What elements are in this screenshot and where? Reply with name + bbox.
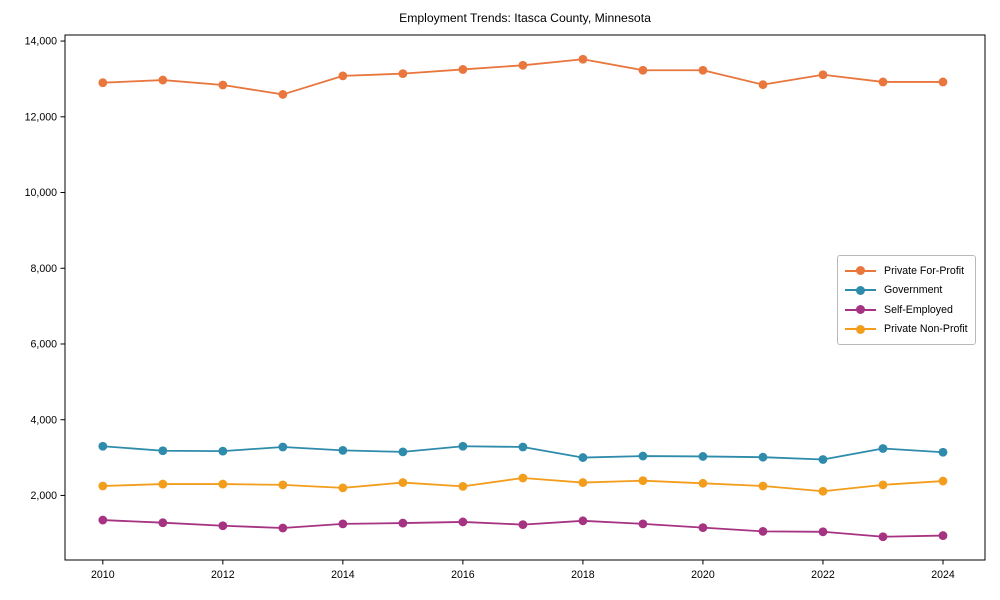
legend-label: Government — [884, 284, 943, 297]
data-point-private-for-profit — [938, 77, 948, 87]
legend-marker-self-employed — [845, 304, 876, 316]
data-point-self-employed — [278, 523, 288, 533]
x-tick-label: 2024 — [931, 569, 955, 581]
data-point-private-non-profit — [458, 481, 468, 491]
data-point-self-employed — [398, 518, 408, 528]
x-tick-label: 2014 — [331, 569, 355, 581]
y-tick-label: 14,000 — [25, 36, 58, 48]
data-point-government — [98, 441, 108, 451]
legend-label: Private For-Profit — [884, 264, 965, 277]
data-point-self-employed — [218, 521, 228, 531]
data-point-government — [938, 447, 948, 457]
data-point-private-for-profit — [818, 70, 828, 80]
data-point-private-for-profit — [98, 78, 108, 88]
y-tick-label: 8,000 — [30, 263, 57, 275]
data-point-self-employed — [338, 519, 348, 529]
legend-label: Self-Employed — [884, 303, 953, 316]
data-point-private-for-profit — [278, 90, 288, 99]
data-point-private-for-profit — [878, 77, 888, 87]
data-point-private-for-profit — [218, 80, 228, 90]
data-point-government — [578, 453, 588, 462]
data-point-self-employed — [938, 531, 948, 540]
data-point-government — [638, 451, 648, 461]
data-point-self-employed — [578, 516, 588, 526]
data-point-self-employed — [518, 520, 528, 529]
data-point-self-employed — [878, 532, 888, 542]
data-point-private-for-profit — [158, 75, 168, 85]
data-point-self-employed — [698, 523, 708, 533]
data-point-government — [698, 452, 708, 461]
data-point-self-employed — [158, 518, 168, 528]
legend-marker-private-non-profit — [845, 323, 876, 335]
x-tick-label: 2018 — [571, 569, 595, 581]
x-tick-label: 2020 — [691, 569, 715, 581]
data-point-private-non-profit — [218, 479, 228, 489]
legend-marker-private-for-profit — [845, 265, 876, 277]
data-point-government — [518, 442, 528, 452]
data-point-private-non-profit — [938, 476, 948, 486]
legend-marker-government — [845, 284, 876, 296]
data-point-government — [878, 444, 888, 453]
data-point-private-non-profit — [578, 478, 588, 487]
data-point-private-for-profit — [398, 69, 408, 79]
data-point-private-non-profit — [398, 478, 408, 487]
chart-title: Employment Trends: Itasca County, Minnes… — [399, 11, 651, 25]
data-point-private-non-profit — [518, 473, 528, 483]
x-tick-label: 2012 — [211, 569, 235, 581]
data-point-private-for-profit — [458, 65, 468, 74]
data-point-private-non-profit — [98, 481, 108, 491]
data-point-private-for-profit — [698, 65, 708, 75]
data-point-private-non-profit — [698, 478, 708, 488]
legend-item-private-for-profit: Private For-Profit — [845, 261, 967, 281]
y-tick-label: 4,000 — [30, 414, 57, 426]
data-point-government — [158, 446, 168, 456]
legend-item-government: Government — [845, 281, 967, 301]
data-point-government — [218, 446, 228, 456]
data-point-self-employed — [458, 517, 468, 527]
data-point-private-non-profit — [278, 480, 288, 490]
data-point-private-non-profit — [158, 479, 168, 489]
data-point-private-non-profit — [818, 486, 828, 496]
legend-label: Private Non-Profit — [884, 323, 968, 336]
x-tick-label: 2022 — [811, 569, 835, 581]
legend-item-self-employed: Self-Employed — [845, 300, 967, 320]
data-point-government — [278, 442, 288, 452]
data-point-government — [458, 441, 468, 451]
data-point-government — [758, 452, 768, 462]
x-tick-label: 2016 — [451, 569, 475, 581]
data-point-private-for-profit — [758, 80, 768, 90]
data-point-private-non-profit — [878, 480, 888, 490]
data-point-private-for-profit — [638, 65, 648, 75]
data-point-self-employed — [758, 527, 768, 536]
data-point-government — [818, 455, 828, 464]
y-tick-label: 2,000 — [30, 490, 57, 502]
data-point-government — [338, 445, 348, 455]
x-tick-label: 2010 — [91, 569, 115, 581]
data-point-private-for-profit — [518, 60, 528, 70]
axes-frame — [64, 34, 986, 561]
data-point-private-non-profit — [758, 481, 768, 491]
y-tick-label: 10,000 — [25, 187, 58, 199]
data-point-private-for-profit — [338, 71, 348, 81]
data-point-private-non-profit — [338, 483, 348, 493]
data-point-self-employed — [98, 515, 108, 525]
data-point-self-employed — [638, 519, 648, 529]
y-tick-label: 6,000 — [30, 339, 57, 351]
legend-item-private-non-profit: Private Non-Profit — [845, 320, 968, 340]
y-tick-label: 12,000 — [25, 111, 58, 123]
data-point-government — [398, 447, 408, 457]
data-point-self-employed — [818, 527, 828, 537]
data-point-private-non-profit — [638, 476, 648, 486]
legend: Private For-Profit Government Self-Emplo… — [837, 255, 976, 345]
data-point-private-for-profit — [578, 54, 588, 64]
